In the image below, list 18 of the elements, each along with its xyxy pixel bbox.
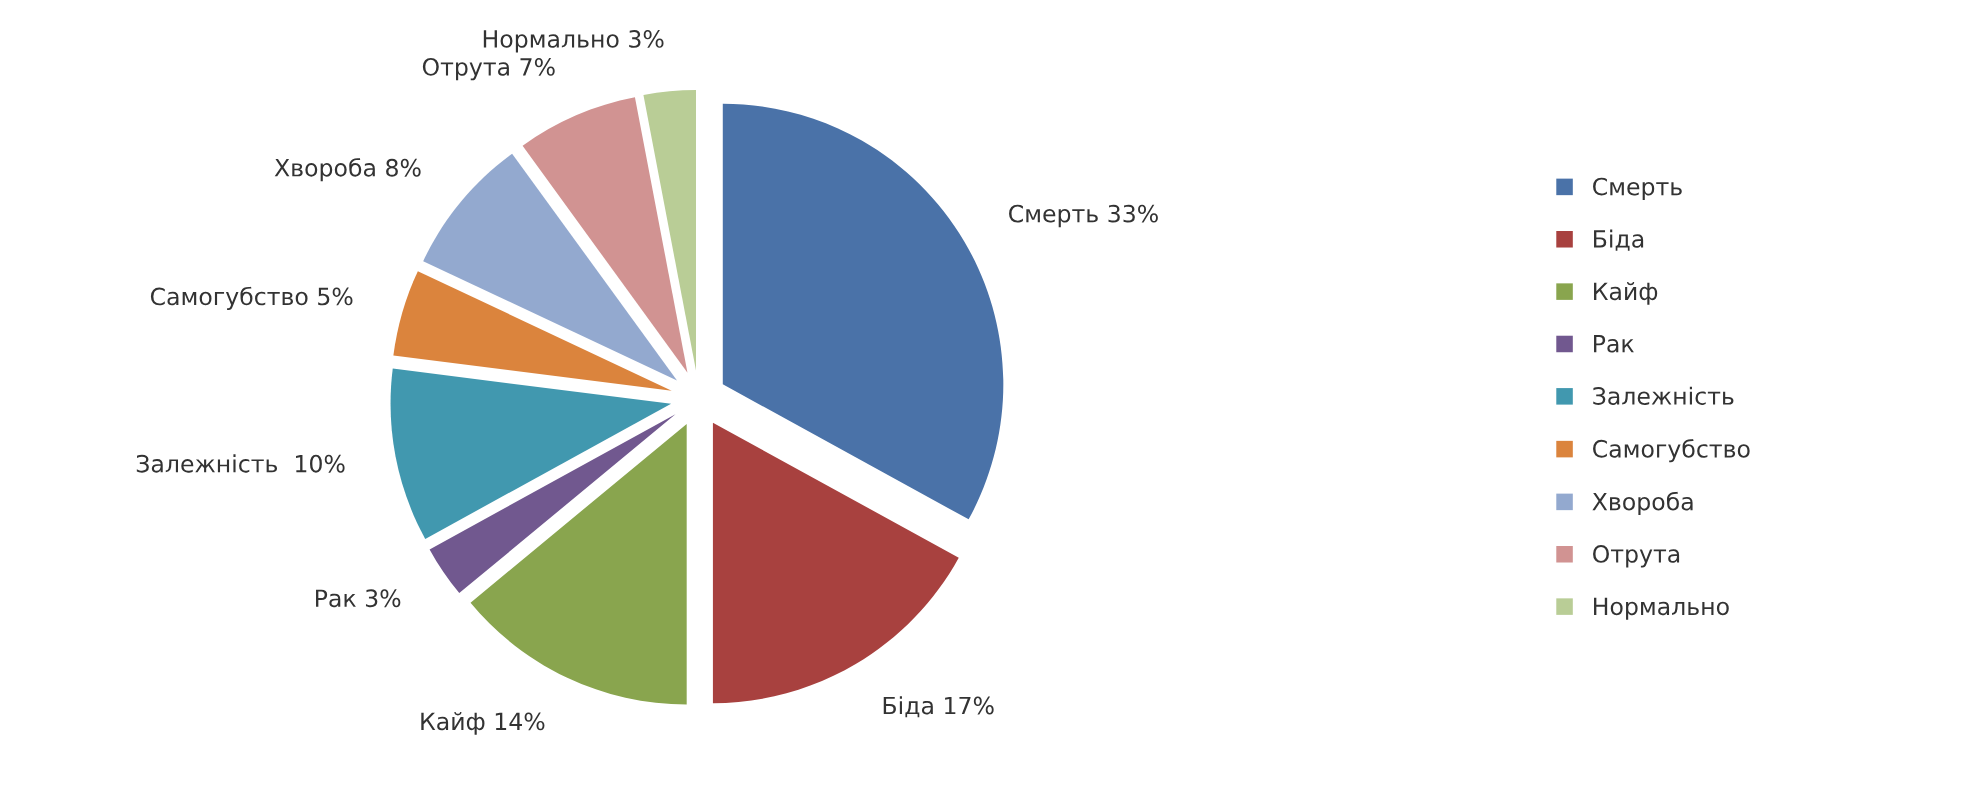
data-label: Отрута 7% xyxy=(422,57,555,81)
data-label: Нормально 3% xyxy=(483,29,664,53)
data-label: Рак 3% xyxy=(316,589,401,608)
legend-label: Біда xyxy=(1594,229,1644,251)
data-label: Залежність 10% xyxy=(136,454,345,473)
legend-label: Смерть xyxy=(1593,177,1682,201)
data-label: Біда 17% xyxy=(883,696,994,718)
legend-label: Залежність xyxy=(1593,386,1734,405)
data-label: Хвороба 8% xyxy=(274,157,421,182)
legend-label: Хвороба xyxy=(1592,491,1693,516)
data-label: Самогубство 5% xyxy=(150,286,353,310)
data-label: Кайф 14% xyxy=(421,712,545,735)
legend-label: Самогубство xyxy=(1593,439,1750,463)
legend-label: Нормально xyxy=(1594,597,1729,620)
legend-label: Кайф xyxy=(1594,282,1658,305)
legend-label: Отрута xyxy=(1593,544,1680,568)
data-label: Смерть 33% xyxy=(1009,204,1158,228)
legend-label: Рак xyxy=(1594,335,1634,353)
